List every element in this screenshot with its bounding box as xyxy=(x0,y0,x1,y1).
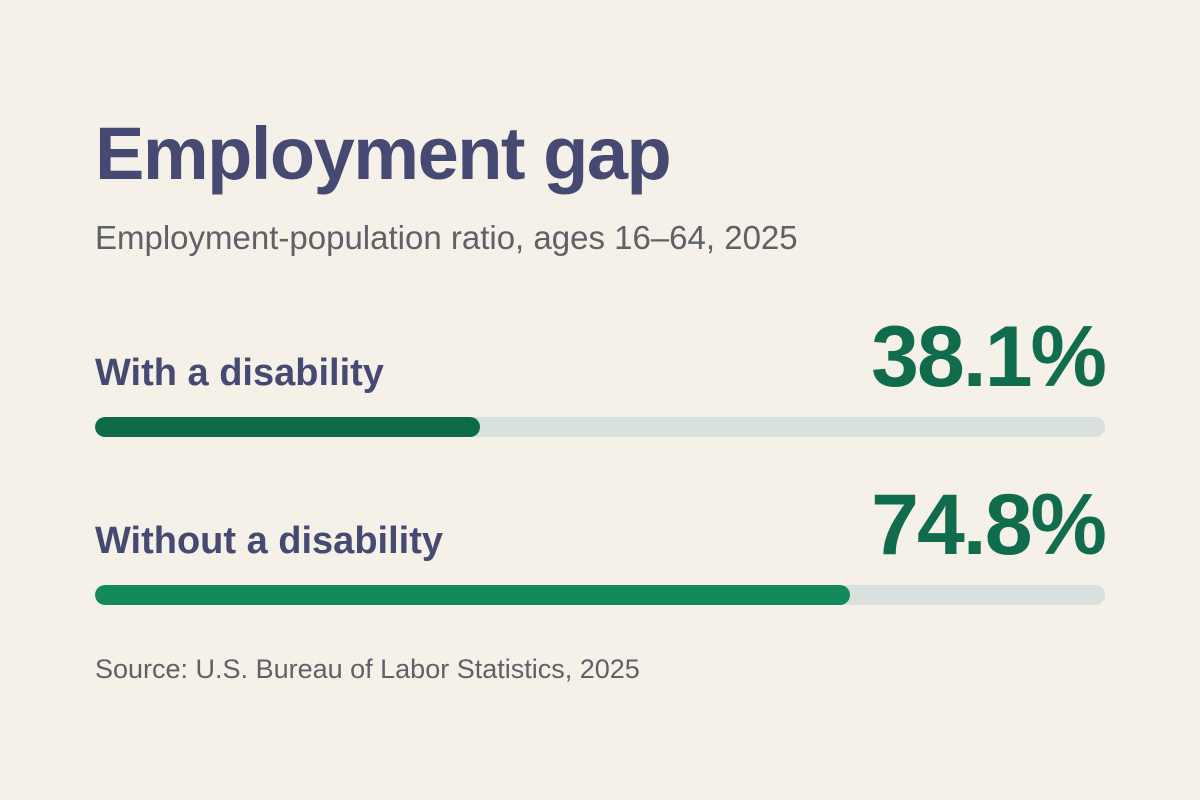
bar-value-label: 74.8% xyxy=(871,477,1107,573)
source-note: Source: U.S. Bureau of Labor Statistics,… xyxy=(95,654,640,684)
chart-canvas: Employment gap Employment-population rat… xyxy=(95,0,1107,800)
bar-track xyxy=(95,417,1105,437)
bar-fill xyxy=(95,585,851,605)
bar-value-label: 38.1% xyxy=(871,309,1107,405)
bar-fill xyxy=(95,417,480,437)
chart-title: Employment gap xyxy=(95,112,672,195)
chart-subtitle: Employment-population ratio, ages 16–64,… xyxy=(95,219,798,256)
bar-label: With a disability xyxy=(95,352,384,394)
bar-track xyxy=(95,585,1105,605)
bar-row-without-disability: Without a disability 74.8% xyxy=(95,477,1107,608)
bar-label: Without a disability xyxy=(95,520,443,562)
bar-row-with-disability: With a disability 38.1% xyxy=(95,309,1107,440)
